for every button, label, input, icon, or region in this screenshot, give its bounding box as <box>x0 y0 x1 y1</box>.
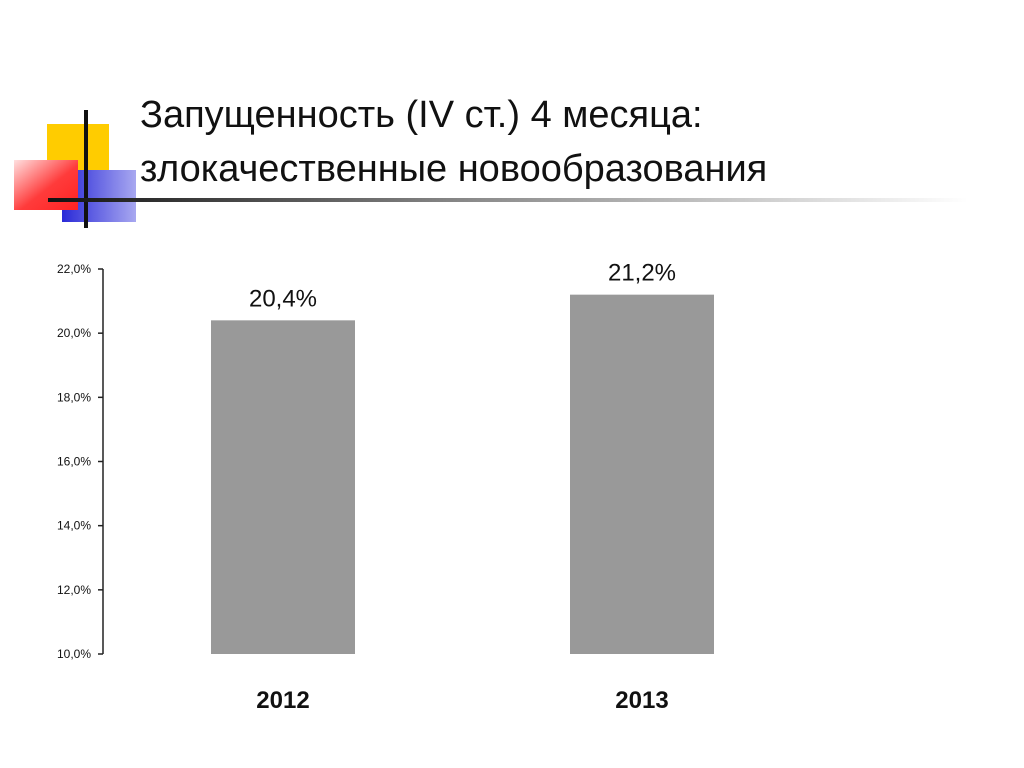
y-tick-label: 10,0% <box>57 647 91 661</box>
bar-2012 <box>211 320 355 654</box>
title-underline <box>48 198 968 202</box>
x-axis-labels: 2012 2013 <box>256 687 668 714</box>
y-tick-label: 16,0% <box>57 455 91 469</box>
x-tick-label-2013: 2013 <box>615 687 668 714</box>
y-tick-label: 18,0% <box>57 390 91 404</box>
y-tick-label: 12,0% <box>57 583 91 597</box>
page-title: Запущенность (IV ст.) 4 месяца: злокачес… <box>140 88 767 196</box>
page-title-line-1: Запущенность (IV ст.) 4 месяца: <box>140 94 703 136</box>
y-tick-label: 14,0% <box>57 519 91 533</box>
decor-vertical-line <box>84 110 88 228</box>
y-axis: 10,0% 12,0% 14,0% 16,0% 18,0% 20,0% 22,0% <box>57 262 104 661</box>
x-tick-label-2012: 2012 <box>256 687 309 714</box>
data-label-2012: 20,4% <box>249 285 317 312</box>
y-tick-label: 20,0% <box>57 326 91 340</box>
data-label-2013: 21,2% <box>608 260 676 287</box>
y-tick-label: 22,0% <box>57 262 91 276</box>
page-title-line-2: злокачественные новообразования <box>140 148 768 190</box>
bars: 20,4% 21,2% <box>211 260 714 654</box>
bar-2013 <box>570 294 714 654</box>
decorative-squares-logo <box>14 110 968 228</box>
